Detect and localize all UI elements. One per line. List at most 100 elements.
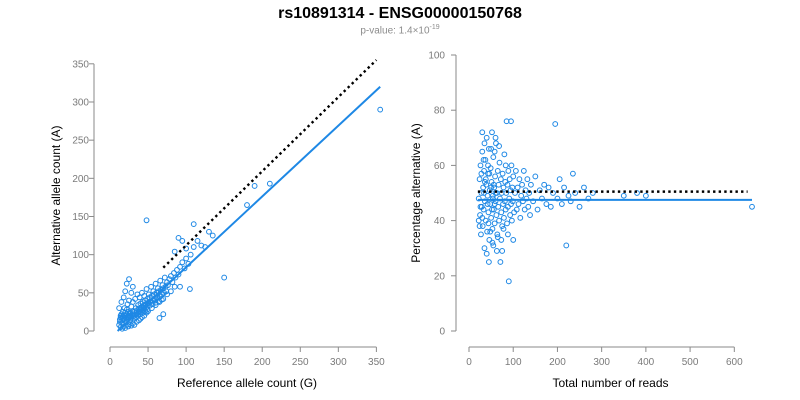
chart2-data-point — [563, 242, 570, 249]
chart2-data-point — [491, 184, 498, 191]
chart1-data-point — [123, 280, 130, 287]
chart2-data-point — [499, 248, 506, 254]
chart1-x-tick-label: 50 — [142, 357, 154, 368]
chart2-data-point — [505, 278, 512, 285]
chart2-data-point — [488, 214, 495, 221]
chart2-data-point — [490, 181, 497, 188]
chart2-data-point — [523, 195, 530, 202]
chart1-data-point — [190, 221, 197, 228]
chart1-data-point — [251, 183, 258, 189]
chart2-data-point — [505, 231, 511, 238]
chart2-data-point — [489, 206, 495, 213]
chart2-data-point — [496, 143, 502, 149]
chart2-data-point — [494, 231, 501, 238]
chart1-data-point — [172, 274, 179, 281]
chart1-data-point — [187, 251, 194, 258]
chart2-data-point — [484, 201, 491, 207]
chart2-data-point — [478, 190, 485, 196]
chart1-x-tick-label: 150 — [216, 357, 233, 368]
chart2-x-tick-label: 600 — [726, 357, 743, 368]
chart2-data-point — [534, 206, 541, 213]
chart1-y-tick-label: 50 — [78, 288, 90, 299]
chart1-data-point — [160, 311, 167, 318]
chart1-data-point — [126, 276, 132, 282]
p-value-subtitle: p-value: 1.4×10-19 — [0, 24, 800, 36]
chart2-data-point — [493, 212, 500, 218]
chart2-data-point — [541, 181, 548, 188]
chart2-data-point — [479, 214, 486, 221]
chart2-data-point — [501, 198, 508, 205]
chart2-data-point — [512, 190, 518, 196]
chart1-data-point — [143, 286, 150, 292]
chart2-data-point — [485, 145, 492, 152]
chart1-data-point — [152, 302, 159, 308]
chart1-x-tick-label: 350 — [368, 357, 385, 368]
chart2-data-point — [524, 176, 531, 183]
p-value-exponent: -19 — [429, 24, 440, 31]
chart2-data-point — [477, 162, 484, 169]
chart2-data-point — [479, 148, 486, 155]
chart1-data-point — [122, 325, 129, 331]
chart1-data-point — [266, 180, 273, 187]
chart2-data-point — [489, 129, 495, 136]
chart2-data-point — [589, 190, 596, 196]
chart2-data-point — [509, 198, 516, 205]
chart1-y-tick-label: 300 — [72, 97, 89, 108]
chart2-data-point — [480, 184, 487, 191]
chart2-data-point — [481, 245, 488, 252]
chart1-data-point — [156, 315, 163, 321]
chart1-data-point — [116, 305, 123, 311]
chart2-data-point — [476, 223, 483, 230]
chart2-data-point — [512, 168, 519, 174]
chart2-data-point — [493, 248, 500, 254]
chart2-data-point — [482, 176, 489, 183]
chart2-data-point — [497, 176, 504, 183]
chart1-x-tick-label: 300 — [330, 357, 347, 368]
chart2-data-point — [532, 173, 539, 180]
chart1-data-point — [190, 244, 197, 250]
chart2-data-point — [483, 181, 490, 188]
chart2-data-point — [520, 168, 527, 174]
chart2-data-point — [565, 192, 572, 199]
chart2-data-point — [492, 198, 499, 205]
chart2-y-tick-label: 60 — [434, 161, 446, 172]
chart2-data-point — [504, 220, 510, 227]
chart1-y-tick-label: 0 — [83, 327, 89, 338]
chart2-data-point — [558, 201, 565, 207]
chart1-x-tick-label: 250 — [292, 357, 309, 368]
chart2-data-point — [491, 220, 498, 227]
chart2-y-axis-title: Percentage alternative (A) — [409, 123, 423, 262]
chart2-data-point — [505, 168, 512, 174]
chart2-data-point — [485, 259, 492, 265]
chart2-data-point — [585, 195, 592, 202]
chart2-data-point — [483, 134, 490, 141]
chart2-data-point — [484, 192, 491, 199]
chart2-data-point — [484, 228, 491, 235]
chart2-data-point — [581, 184, 587, 191]
chart2-data-point — [547, 203, 554, 210]
chart1-y-tick-label: 100 — [72, 250, 89, 261]
chart2-data-point — [567, 198, 574, 205]
p-value-text: p-value: 1.4×10 — [360, 25, 430, 37]
chart2-data-point — [485, 220, 492, 227]
chart1-y-axis-title: Alternative allele count (A) — [49, 125, 63, 265]
chart1-data-point — [377, 106, 384, 113]
chart2-data-point — [497, 259, 504, 265]
chart2-data-point — [507, 212, 514, 218]
chart2-data-point — [554, 195, 561, 202]
chart1-x-tick-label: 0 — [107, 357, 113, 368]
chart2-data-point — [539, 195, 545, 202]
chart1-data-point — [167, 288, 174, 295]
chart2-data-point — [495, 181, 502, 188]
chart2-data-point — [490, 242, 497, 249]
chart2-data-point — [570, 170, 576, 177]
chart1-data-point — [157, 277, 164, 284]
chart2-data-point — [525, 203, 532, 210]
chart2-x-tick-label: 400 — [638, 357, 655, 368]
chart2-data-point — [510, 173, 517, 180]
chart2-data-point — [492, 134, 499, 141]
chart1-reference-line — [162, 59, 378, 269]
chart2-data-point — [510, 237, 517, 243]
chart2-data-point — [495, 203, 502, 210]
